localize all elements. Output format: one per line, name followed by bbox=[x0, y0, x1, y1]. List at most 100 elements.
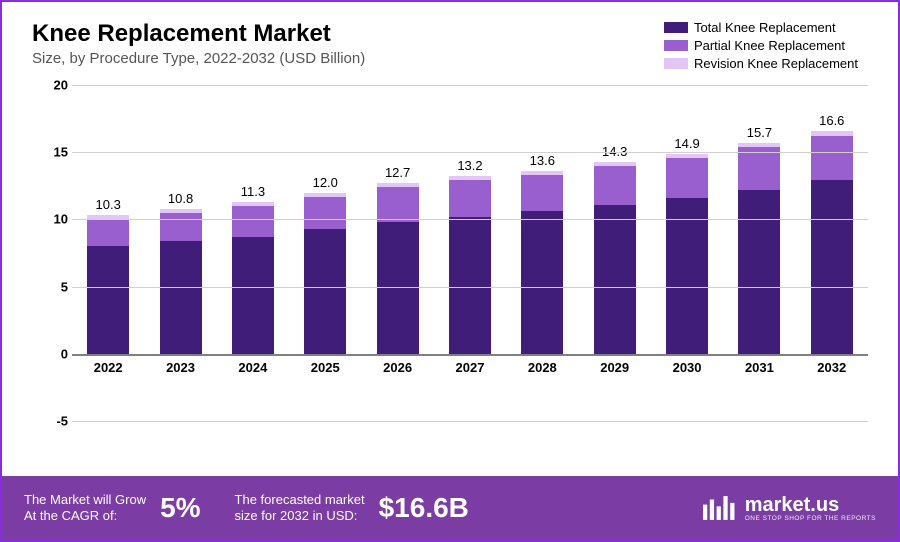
gridline bbox=[72, 219, 868, 220]
page-title: Knee Replacement Market bbox=[32, 20, 365, 48]
legend-label: Revision Knee Replacement bbox=[694, 56, 858, 71]
gridline bbox=[72, 421, 868, 422]
x-axis-label: 2030 bbox=[673, 360, 702, 375]
bar-slot: 10.8 2023 bbox=[144, 85, 216, 421]
bar-segment bbox=[304, 197, 346, 229]
gridline bbox=[72, 85, 868, 86]
bar-stack-positive bbox=[594, 162, 636, 354]
bar-stack-positive bbox=[160, 209, 202, 354]
bar-stack-positive bbox=[521, 171, 563, 354]
y-axis-label: 15 bbox=[44, 145, 68, 160]
forecast-label: The forecasted market size for 2032 in U… bbox=[235, 492, 365, 525]
brand-text: market.us ONE STOP SHOP FOR THE REPORTS bbox=[745, 495, 876, 522]
bar-segment bbox=[738, 190, 780, 354]
x-axis-label: 2029 bbox=[600, 360, 629, 375]
cagr-label-line2: At the CAGR of: bbox=[24, 508, 146, 524]
bar-slot: 16.6 2032 bbox=[796, 85, 868, 421]
cagr-value: 5% bbox=[160, 492, 200, 524]
legend-swatch bbox=[664, 58, 688, 69]
legend-label: Partial Knee Replacement bbox=[694, 38, 845, 53]
brand-name: market.us bbox=[745, 495, 876, 515]
bar-segment bbox=[666, 198, 708, 354]
plot-area: 10.3 2022 10.8 2023 11.3 2024 12.0 2025 12.7 2026… bbox=[72, 85, 868, 421]
bar-total-label: 10.8 bbox=[168, 191, 193, 206]
bar-segment bbox=[87, 246, 129, 354]
bar-segment bbox=[87, 219, 129, 246]
stacked-bar-chart: 10.3 2022 10.8 2023 11.3 2024 12.0 2025 12.7 2026… bbox=[52, 77, 868, 476]
x-axis-label: 2025 bbox=[311, 360, 340, 375]
brand: market.us ONE STOP SHOP FOR THE REPORTS bbox=[703, 495, 876, 522]
bar-total-label: 10.3 bbox=[96, 197, 121, 212]
bar-segment bbox=[521, 175, 563, 211]
y-axis-label: -5 bbox=[44, 414, 68, 429]
bar-stack-positive bbox=[232, 202, 274, 354]
bar-stack-positive bbox=[304, 193, 346, 354]
bar-stack-positive bbox=[738, 143, 780, 354]
bar-segment bbox=[160, 241, 202, 354]
bar-total-label: 14.9 bbox=[674, 136, 699, 151]
bar-segment bbox=[811, 136, 853, 180]
x-axis-label: 2031 bbox=[745, 360, 774, 375]
cagr-label: The Market will Grow At the CAGR of: bbox=[24, 492, 146, 525]
cagr-label-line1: The Market will Grow bbox=[24, 492, 146, 508]
bar-segment bbox=[811, 180, 853, 353]
bar-total-label: 16.6 bbox=[819, 113, 844, 128]
gridline bbox=[72, 287, 868, 288]
bar-group: 10.3 2022 10.8 2023 11.3 2024 12.0 2025 12.7 2026… bbox=[72, 85, 868, 421]
zero-axis bbox=[72, 354, 868, 356]
y-axis-label: 5 bbox=[44, 279, 68, 294]
y-axis-label: 10 bbox=[44, 212, 68, 227]
bar-segment bbox=[449, 180, 491, 216]
brand-tagline: ONE STOP SHOP FOR THE REPORTS bbox=[745, 515, 876, 522]
bar-segment bbox=[666, 158, 708, 198]
chart-card: Knee Replacement Market Size, by Procedu… bbox=[0, 0, 900, 542]
bar-stack-positive bbox=[87, 215, 129, 353]
x-axis-label: 2032 bbox=[817, 360, 846, 375]
brand-logo-icon bbox=[703, 496, 737, 520]
header: Knee Replacement Market Size, by Procedu… bbox=[2, 2, 898, 77]
bar-total-label: 14.3 bbox=[602, 144, 627, 159]
bar-segment bbox=[449, 217, 491, 354]
bar-segment bbox=[738, 147, 780, 190]
bar-total-label: 11.3 bbox=[241, 184, 265, 199]
bar-segment bbox=[594, 205, 636, 354]
legend-item: Revision Knee Replacement bbox=[664, 56, 858, 71]
x-axis-label: 2026 bbox=[383, 360, 412, 375]
bar-stack-positive bbox=[449, 176, 491, 353]
x-axis-label: 2022 bbox=[94, 360, 123, 375]
bar-total-label: 12.0 bbox=[313, 175, 338, 190]
legend-swatch bbox=[664, 40, 688, 51]
x-axis-label: 2024 bbox=[238, 360, 267, 375]
bar-slot: 14.9 2030 bbox=[651, 85, 723, 421]
bar-total-label: 15.7 bbox=[747, 125, 772, 140]
legend-item: Total Knee Replacement bbox=[664, 20, 858, 35]
bar-slot: 12.0 2025 bbox=[289, 85, 361, 421]
x-axis-label: 2027 bbox=[456, 360, 485, 375]
bar-segment bbox=[232, 206, 274, 237]
legend-label: Total Knee Replacement bbox=[694, 20, 836, 35]
bar-segment bbox=[594, 166, 636, 205]
bar-slot: 13.2 2027 bbox=[434, 85, 506, 421]
bar-total-label: 13.2 bbox=[457, 158, 482, 173]
forecast-label-line1: The forecasted market bbox=[235, 492, 365, 508]
forecast-label-line2: size for 2032 in USD: bbox=[235, 508, 365, 524]
bar-segment bbox=[304, 229, 346, 354]
y-axis-label: 20 bbox=[44, 78, 68, 93]
legend-swatch bbox=[664, 22, 688, 33]
bar-slot: 12.7 2026 bbox=[361, 85, 433, 421]
bar-stack-positive bbox=[811, 131, 853, 354]
footer-bar: The Market will Grow At the CAGR of: 5% … bbox=[2, 476, 898, 540]
forecast-value: $16.6B bbox=[379, 492, 469, 524]
x-axis-label: 2023 bbox=[166, 360, 195, 375]
bar-slot: 11.3 2024 bbox=[217, 85, 289, 421]
bar-slot: 14.3 2029 bbox=[579, 85, 651, 421]
bar-segment bbox=[377, 187, 419, 222]
bar-segment bbox=[377, 222, 419, 354]
bar-total-label: 12.7 bbox=[385, 165, 410, 180]
bar-total-label: 13.6 bbox=[530, 153, 555, 168]
x-axis-label: 2028 bbox=[528, 360, 557, 375]
bar-stack-positive bbox=[666, 154, 708, 354]
gridline bbox=[72, 152, 868, 153]
y-axis-label: 0 bbox=[44, 346, 68, 361]
legend-item: Partial Knee Replacement bbox=[664, 38, 858, 53]
